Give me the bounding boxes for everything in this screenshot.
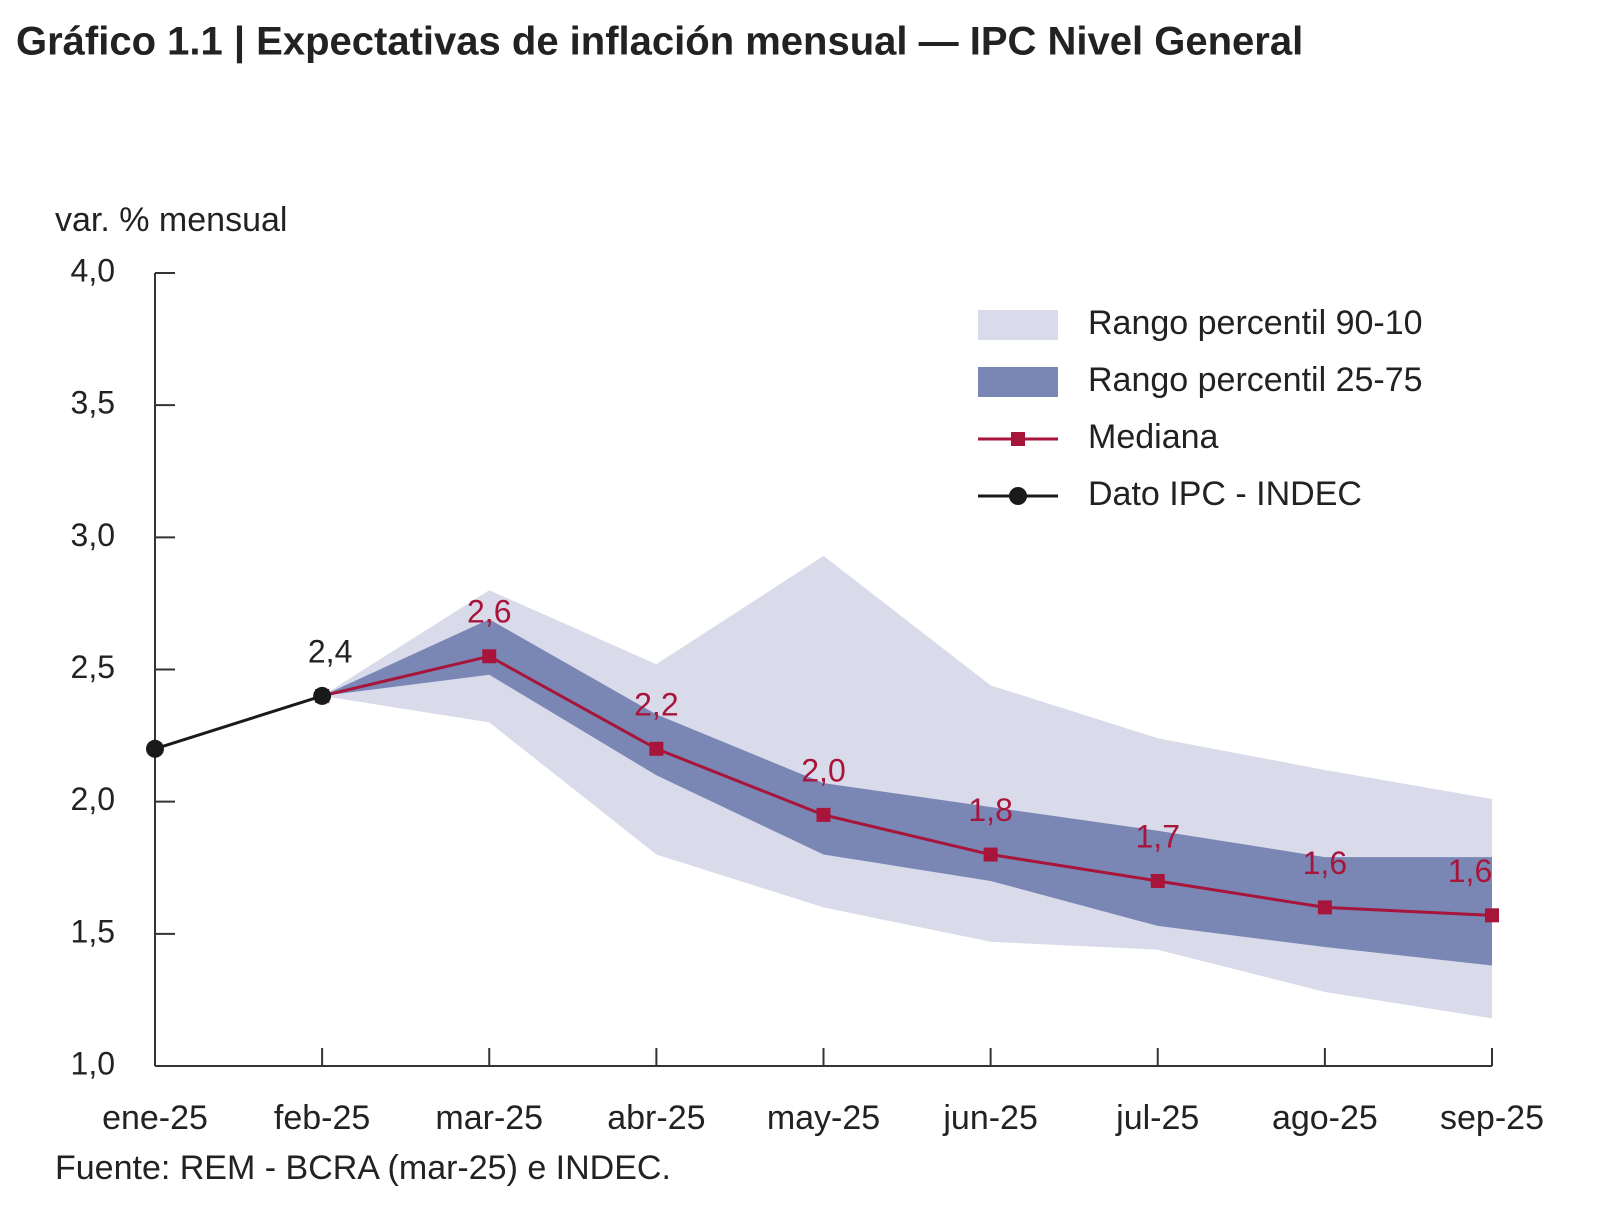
data-label: 1,6 xyxy=(1303,845,1347,881)
legend-swatch xyxy=(978,310,1058,340)
x-tick-label: ago-25 xyxy=(1272,1099,1378,1137)
legend-swatch xyxy=(978,367,1058,397)
y-tick-label: 2,5 xyxy=(71,649,115,685)
chart-title: Gráfico 1.1 | Expectativas de inflación … xyxy=(16,20,1303,64)
data-label: 2,4 xyxy=(308,633,352,669)
marker xyxy=(146,739,164,758)
legend-label: Dato IPC - INDEC xyxy=(1088,475,1362,513)
data-label: 2,6 xyxy=(467,594,511,630)
marker xyxy=(816,807,831,822)
y-tick-label: 1,0 xyxy=(71,1045,115,1081)
source: Fuente: REM - BCRA (mar-25) e INDEC. xyxy=(55,1149,671,1187)
y-tick-label: 3,5 xyxy=(71,385,115,421)
data-label: 2,0 xyxy=(801,752,845,788)
band xyxy=(322,619,1492,966)
data-label: 1,7 xyxy=(1136,818,1180,854)
x-tick-label: mar-25 xyxy=(435,1099,543,1137)
y-tick-label: 3,0 xyxy=(71,517,115,553)
x-tick-label: abr-25 xyxy=(607,1099,705,1137)
legend-marker xyxy=(1009,487,1027,505)
marker xyxy=(313,686,332,705)
x-tick-label: ene-25 xyxy=(102,1099,208,1137)
x-tick-label: jul-25 xyxy=(1115,1099,1199,1137)
marker xyxy=(649,741,664,756)
marker xyxy=(482,649,497,664)
line xyxy=(321,654,1493,917)
marker xyxy=(983,847,998,862)
x-tick-label: feb-25 xyxy=(274,1099,370,1137)
data-label: 1,8 xyxy=(968,792,1012,828)
y-tick-label: 2,0 xyxy=(71,781,115,817)
x-tick-label: may-25 xyxy=(767,1099,880,1137)
x-tick-label: sep-25 xyxy=(1440,1099,1544,1137)
marker xyxy=(1150,873,1165,888)
marker xyxy=(1317,900,1332,915)
data-label: 2,2 xyxy=(634,686,678,722)
line xyxy=(154,694,323,751)
legend-label: Rango percentil 90-10 xyxy=(1088,304,1423,342)
data-label: 1,6 xyxy=(1448,853,1492,889)
legend-marker xyxy=(1011,432,1025,446)
marker xyxy=(1485,908,1499,923)
x-tick-label: jun-25 xyxy=(942,1099,1038,1137)
y-axis-label: var. % mensual xyxy=(55,201,287,239)
y-tick-label: 1,5 xyxy=(71,913,115,949)
y-tick-label: 4,0 xyxy=(71,252,115,288)
legend-label: Rango percentil 25-75 xyxy=(1088,361,1423,399)
legend-label: Mediana xyxy=(1088,418,1219,456)
